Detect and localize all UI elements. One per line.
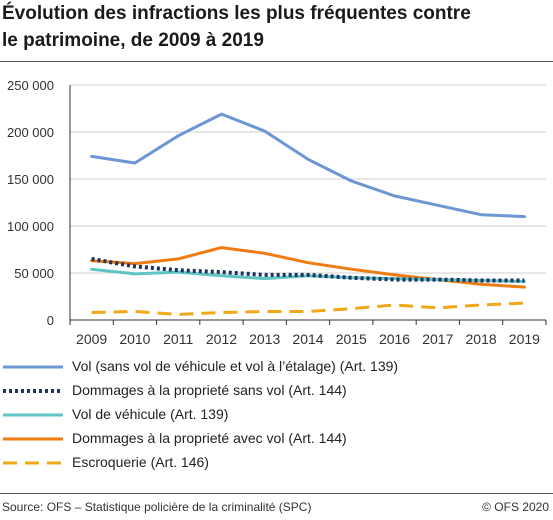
legend-item: Vol (sans vol de véhicule et vol à l’éta… [0,355,553,379]
copyright-note: © OFS 2020 [482,500,549,514]
series-line [91,256,525,283]
legend-swatch [3,437,63,441]
y-tick-label: 50 000 [14,266,54,281]
x-tick-label: 2009 [76,331,107,347]
x-tick-label: 2016 [379,331,410,347]
x-tick-label: 2013 [249,331,280,347]
x-tick-label: 2019 [509,331,540,347]
x-tick-label: 2012 [206,331,237,347]
x-tick-label: 2014 [292,331,323,347]
legend-swatch [3,389,63,393]
y-tick-label: 200 000 [7,125,54,140]
x-tick-label: 2010 [119,331,150,347]
legend-label: Escroquerie (Art. 146) [72,454,209,470]
source-note: Source: OFS – Statistique policière de l… [2,500,312,514]
legend-swatch [3,365,63,369]
legend-swatch [3,413,63,417]
legend-item: Escroquerie (Art. 146) [0,451,553,475]
x-tick-label: 2015 [336,331,367,347]
chart-title-line-2: le patrimoine, de 2009 à 2019 [2,30,264,51]
x-tick-label: 2011 [163,331,193,347]
x-tick-label: 2017 [422,331,453,347]
y-tick-label: 250 000 [7,78,54,93]
legend-label: Dommages à la proprieté sans vol (Art. 1… [72,382,347,398]
x-tick-label: 2018 [466,331,497,347]
top-divider [0,61,553,62]
y-tick-label: 100 000 [7,219,54,234]
y-tick-label: 0 [47,313,54,328]
series-line [90,112,526,219]
bottom-divider [0,493,553,494]
legend-item: Dommages à la proprieté avec vol (Art. 1… [0,427,553,451]
legend-item: Vol de véhicule (Art. 139) [0,403,553,427]
legend-swatch [3,461,63,465]
chart-title-line-1: Évolution des infractions les plus fréqu… [2,3,471,24]
legend-item: Dommages à la proprieté sans vol (Art. 1… [0,379,553,403]
legend-label: Vol (sans vol de véhicule et vol à l’éta… [72,358,399,374]
line-chart: 0 50 000 100 000 150 000 200 000 250 000 2009 2… [7,78,547,347]
y-tick-label: 150 000 [7,172,54,187]
legend-label: Vol de véhicule (Art. 139) [72,406,229,422]
legend-label: Dommages à la proprieté avec vol (Art. 1… [72,430,347,446]
chart-title: Évolution des infractions les plus fréqu… [2,0,547,54]
series-line [91,301,525,316]
